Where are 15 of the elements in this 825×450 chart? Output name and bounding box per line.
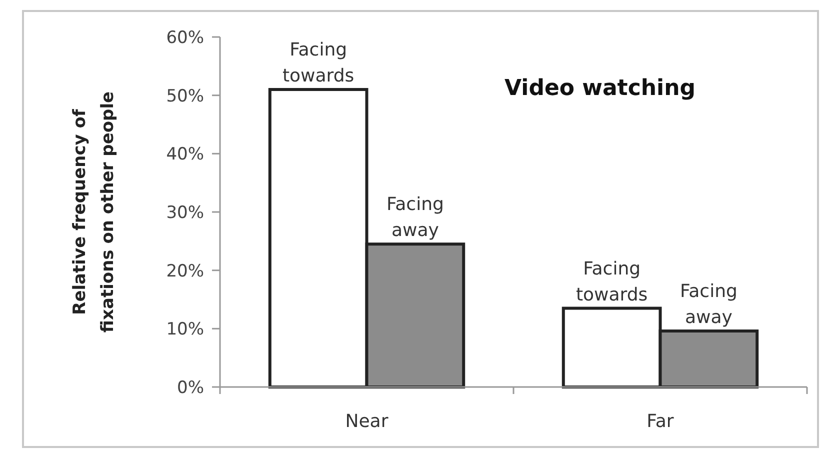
y-tick-label: 10% bbox=[166, 320, 204, 340]
series-label: Facing towards bbox=[282, 40, 354, 86]
x-tick-label: Near bbox=[345, 411, 389, 432]
y-tick-label: 20% bbox=[166, 261, 204, 282]
text: Video watching bbox=[504, 76, 696, 101]
y-tick-label: 0% bbox=[177, 378, 204, 398]
y-tick-label: 30% bbox=[166, 202, 204, 223]
x-tick-label: Far bbox=[646, 411, 674, 432]
y-axis-title: Relative frequency of fixations on other people bbox=[70, 91, 118, 333]
y-tick-label: 60% bbox=[166, 28, 204, 48]
text: Facing towards bbox=[576, 258, 648, 306]
text: Facing away bbox=[680, 281, 738, 328]
y-tick-label: 50% bbox=[166, 86, 204, 106]
series-label: Facing away bbox=[386, 194, 444, 242]
y-tick-label: 40% bbox=[166, 144, 204, 165]
